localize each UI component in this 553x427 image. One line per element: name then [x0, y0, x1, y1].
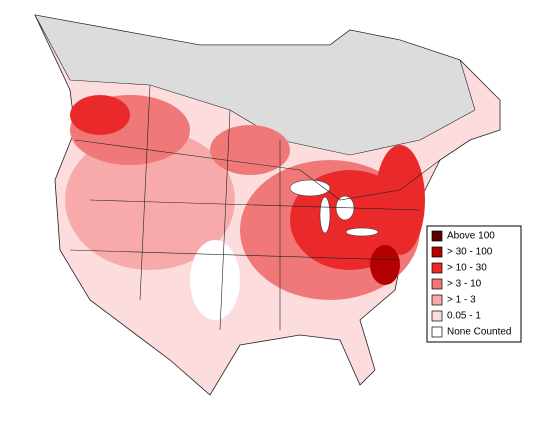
lake — [289, 179, 331, 197]
legend-label: > 10 - 30 — [447, 263, 487, 274]
legend-swatch — [431, 326, 443, 338]
region-mid — [210, 125, 290, 175]
legend-swatch — [431, 262, 443, 274]
border — [74, 139, 441, 201]
legend-label: None Counted — [447, 327, 512, 338]
legend: Above 100 > 30 - 100 > 10 - 30 > 3 - 10 > 1 … — [426, 225, 522, 343]
region-high — [375, 145, 425, 255]
border — [69, 84, 421, 331]
legend-label: 0.05 - 1 — [447, 311, 481, 322]
region-high — [70, 95, 130, 135]
legend-swatch — [431, 278, 443, 290]
legend-label: > 3 - 10 — [447, 279, 482, 290]
legend-label: Above 100 — [447, 231, 495, 242]
legend-box — [426, 225, 522, 343]
legend-swatch — [431, 230, 443, 242]
legend-swatch — [431, 310, 443, 322]
legend-label: > 30 - 100 — [447, 247, 493, 258]
legend-swatch — [431, 294, 443, 306]
legend-label: > 1 - 3 — [447, 295, 476, 306]
lake — [345, 227, 379, 237]
land — [34, 14, 501, 396]
region-light — [65, 130, 235, 270]
legend-swatch — [431, 246, 443, 258]
lake — [319, 196, 331, 234]
uncounted-north — [34, 14, 476, 156]
region-very-high — [370, 245, 400, 285]
region-none — [190, 240, 240, 320]
